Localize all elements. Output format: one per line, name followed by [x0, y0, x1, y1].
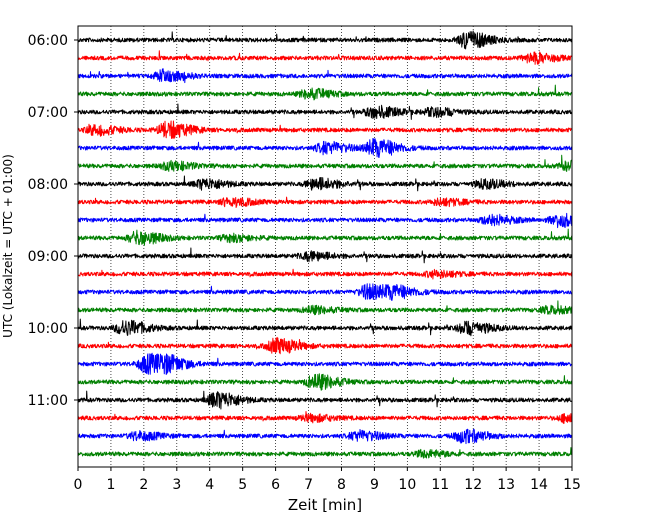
trace-row-19 — [77, 373, 573, 391]
trace-row-22 — [77, 428, 573, 445]
trace-row-9 — [77, 196, 573, 208]
y-tick-label: 06:00 — [28, 33, 68, 49]
trace-row-5 — [77, 120, 573, 139]
x-tick-label: 7 — [304, 477, 313, 493]
trace-row-15 — [77, 300, 573, 316]
x-tick-label: 1 — [106, 477, 115, 493]
trace-row-7 — [77, 154, 573, 172]
seismic-traces — [77, 30, 573, 459]
plot-frame — [77, 25, 573, 468]
x-tick-label: 2 — [139, 477, 148, 493]
y-tick-label: 09:00 — [28, 249, 68, 265]
trace-row-6 — [77, 138, 573, 158]
trace-row-8 — [77, 175, 573, 192]
trace-row-23 — [77, 447, 573, 459]
trace-row-13 — [77, 268, 573, 280]
trace-row-14 — [77, 283, 573, 301]
x-tick-label: 15 — [563, 477, 581, 493]
x-tick-label: 11 — [431, 477, 449, 493]
x-tick-label: 6 — [271, 477, 280, 493]
trace-row-2 — [77, 68, 573, 84]
y-axis-label: UTC (Lokalzeit = UTC + 01:00) — [1, 154, 15, 338]
trace-row-10 — [77, 212, 573, 229]
y-tick-label: 10:00 — [28, 321, 68, 337]
x-tick-label: 9 — [370, 477, 379, 493]
x-tick-label: 5 — [238, 477, 247, 493]
y-tick-label: 07:00 — [28, 105, 68, 121]
y-axis-ticks: 06:00 07:00 08:00 09:00 10:00 11:00 — [28, 33, 78, 409]
x-axis-ticks: 0 1 2 3 4 5 6 7 8 9 10 11 12 13 14 15 — [74, 467, 581, 493]
x-tick-label: 14 — [530, 477, 548, 493]
x-tick-label: 10 — [398, 477, 416, 493]
y-tick-label: 11:00 — [28, 393, 68, 409]
trace-row-18 — [77, 352, 573, 375]
trace-row-12 — [77, 247, 573, 264]
x-tick-label: 8 — [337, 477, 346, 493]
y-tick-label: 08:00 — [28, 177, 68, 193]
trace-row-4 — [77, 103, 573, 120]
trace-row-3 — [77, 84, 573, 101]
trace-row-17 — [77, 336, 573, 355]
x-tick-label: 0 — [74, 477, 83, 493]
plot-background — [78, 26, 572, 467]
x-tick-label: 3 — [172, 477, 181, 493]
trace-row-1 — [77, 50, 573, 65]
trace-row-21 — [77, 411, 573, 424]
x-axis-label: Zeit [min] — [288, 496, 362, 514]
trace-row-16 — [77, 318, 573, 337]
trace-row-11 — [77, 228, 573, 246]
x-tick-label: 13 — [497, 477, 515, 493]
trace-row-20 — [77, 390, 573, 410]
trace-row-0 — [77, 30, 573, 50]
x-tick-label: 4 — [205, 477, 214, 493]
x-tick-label: 12 — [464, 477, 482, 493]
